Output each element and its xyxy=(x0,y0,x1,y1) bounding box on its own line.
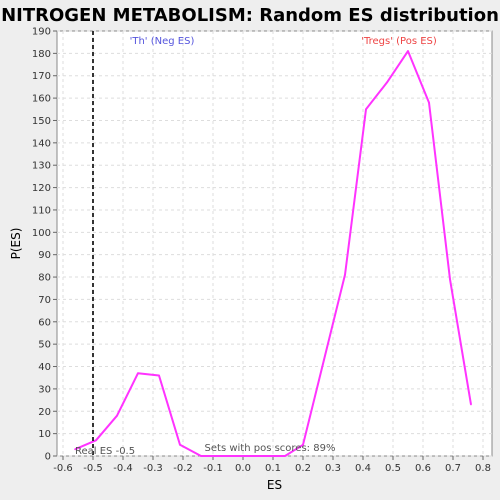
y-tick-label: 50 xyxy=(38,340,51,351)
data-point xyxy=(344,274,346,276)
y-tick-label: 130 xyxy=(32,161,51,172)
x-tick-label: 0.5 xyxy=(385,463,401,474)
x-axis-title: ES xyxy=(267,478,282,492)
data-point xyxy=(407,50,409,52)
x-tick-label: 0.8 xyxy=(475,463,491,474)
y-tick-label: 60 xyxy=(38,317,51,328)
x-tick-label: -0.1 xyxy=(203,463,223,474)
data-point xyxy=(200,455,202,457)
y-tick-label: 140 xyxy=(32,138,51,149)
x-tick-label: -0.2 xyxy=(173,463,193,474)
data-point xyxy=(95,439,97,442)
data-point xyxy=(470,403,472,406)
data-point xyxy=(302,444,304,446)
data-point xyxy=(428,101,430,104)
x-tick-label: 0.3 xyxy=(325,463,341,474)
x-tick-label: -0.6 xyxy=(53,463,73,474)
data-point xyxy=(263,455,265,457)
plot-area xyxy=(56,30,493,457)
data-point xyxy=(221,455,223,457)
data-point xyxy=(137,372,139,375)
y-tick-label: 80 xyxy=(38,273,51,284)
y-axis-title: P(ES) xyxy=(9,228,23,260)
y-tick-label: 160 xyxy=(32,94,51,105)
y-tick-label: 100 xyxy=(32,228,51,239)
pos-es-label: 'Tregs' (Pos ES) xyxy=(361,36,437,47)
data-point xyxy=(365,108,367,111)
y-tick-label: 20 xyxy=(38,407,51,418)
data-point xyxy=(284,455,286,457)
data-point xyxy=(323,359,325,361)
data-point xyxy=(179,444,181,446)
series-layer xyxy=(74,50,472,457)
data-point xyxy=(158,374,160,377)
y-tick-label: 110 xyxy=(32,205,51,216)
y-tick-label: 90 xyxy=(38,250,51,261)
y-tick-label: 0 xyxy=(45,452,51,463)
x-tick-label: 0.4 xyxy=(355,463,371,474)
y-tick-label: 10 xyxy=(38,429,51,440)
x-tick-label: 0.1 xyxy=(265,463,281,474)
x-tick-label: 0.0 xyxy=(235,463,251,474)
axes: -0.6 -0.5 -0.4 -0.3 -0.2 -0.1 0.0 0.1 0.2 0.3 0.4 0… xyxy=(32,27,491,475)
y-tick-label: 170 xyxy=(32,71,51,82)
data-point xyxy=(449,278,451,281)
data-point xyxy=(116,414,118,417)
y-tick-label: 190 xyxy=(32,27,51,38)
sets-pos-scores-label: Sets with pos scores: 89% xyxy=(205,443,336,454)
data-point xyxy=(74,448,76,451)
es-distribution-line xyxy=(74,50,472,457)
grid-lines xyxy=(57,30,492,457)
x-tick-label: 0.2 xyxy=(295,463,311,474)
x-tick-label: -0.4 xyxy=(113,463,133,474)
chart-title: NITROGEN METABOLISM: Random ES distribut… xyxy=(1,5,499,26)
x-tick-label: -0.5 xyxy=(83,463,103,474)
x-tick-label: 0.6 xyxy=(415,463,431,474)
x-tick-label: 0.7 xyxy=(445,463,461,474)
y-tick-label: 150 xyxy=(32,116,51,127)
data-point xyxy=(386,81,388,84)
y-tick-label: 30 xyxy=(38,384,51,395)
y-tick-label: 120 xyxy=(32,183,51,194)
real-es-label: Real ES -0.5 xyxy=(75,446,135,457)
neg-es-label: 'Th' (Neg ES) xyxy=(130,36,195,47)
y-tick-label: 40 xyxy=(38,362,51,373)
y-tick-label: 70 xyxy=(38,295,51,306)
data-point xyxy=(242,455,244,457)
y-tick-label: 180 xyxy=(32,49,51,60)
x-tick-label: -0.3 xyxy=(143,463,163,474)
